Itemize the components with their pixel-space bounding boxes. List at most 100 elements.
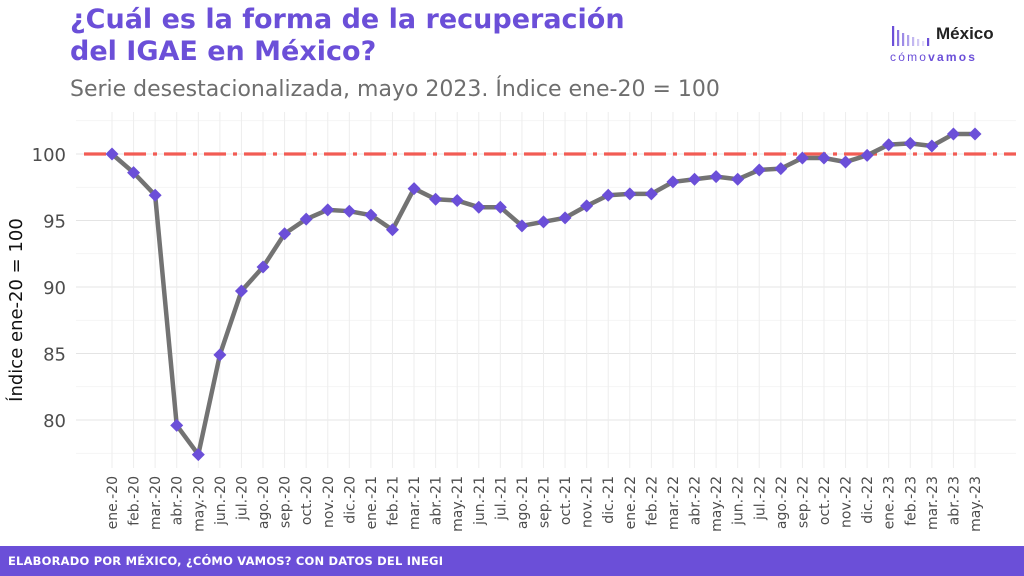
x-tick-label: mar.-21: [407, 476, 423, 530]
data-point-feb.-20: [127, 166, 141, 180]
x-tick-label: jun.-21: [472, 476, 488, 526]
grid-lines: [76, 112, 1016, 468]
data-point-jun.-21: [472, 200, 486, 214]
data-point-may.-22: [709, 170, 723, 184]
x-tick-label: jul.-22: [752, 476, 768, 521]
x-tick-label: dic.-22: [860, 476, 876, 524]
x-tick-label: jun.-22: [731, 476, 747, 526]
x-tick-label: oct.-21: [558, 476, 574, 525]
data-point-ene.-21: [364, 208, 378, 222]
data-point-ago.-20: [256, 260, 270, 274]
chart-title: ¿Cuál es la forma de la recuperación del…: [70, 4, 625, 68]
x-tick-label: abr.-21: [429, 476, 445, 525]
data-point-mar.-21: [407, 182, 421, 196]
logo-word-como-vamos: cómovamos: [890, 50, 977, 64]
x-tick-label: mar.-22: [666, 476, 682, 530]
data-point-mar.-22: [666, 175, 680, 189]
x-tick-label: sep.-22: [795, 476, 811, 528]
y-tick-label: 100: [32, 145, 66, 166]
data-point-feb.-22: [644, 187, 658, 201]
x-tick-label: ago.-22: [774, 476, 790, 529]
x-tick-label: feb.-21: [385, 476, 401, 526]
data-point-may.-21: [450, 194, 464, 208]
data-point-feb.-23: [903, 136, 917, 150]
data-point-jun.-20: [213, 348, 227, 362]
data-point-abr.-20: [170, 418, 184, 432]
data-point-abr.-23: [946, 127, 960, 141]
x-tick-label: feb.-22: [644, 476, 660, 526]
x-tick-label: nov.-21: [580, 476, 596, 528]
y-tick-label: 95: [43, 212, 66, 233]
x-tick-label: ene.-22: [623, 476, 639, 529]
data-point-ene.-22: [623, 187, 637, 201]
data-point-ene.-23: [882, 138, 896, 152]
logo-word-como: cómo: [890, 50, 929, 64]
x-tick-label: may.-21: [450, 476, 466, 532]
x-tick-label: dic.-21: [601, 476, 617, 524]
data-point-nov.-20: [321, 203, 335, 217]
logo-word-vamos: vamos: [928, 50, 978, 64]
x-tick-label: jul.-20: [234, 476, 250, 521]
data-point-dic.-20: [342, 204, 356, 218]
data-point-jul.-22: [752, 163, 766, 177]
data-point-nov.-22: [839, 155, 853, 169]
data-point-abr.-21: [429, 192, 443, 206]
data-point-may.-20: [191, 448, 205, 462]
x-tick-label: abr.-22: [688, 476, 704, 525]
data-point-feb.-21: [385, 223, 399, 237]
x-tick-label: ago.-21: [515, 476, 531, 529]
x-tick-label: abr.-23: [946, 476, 962, 525]
x-tick-label: nov.-20: [321, 476, 337, 528]
mexico-como-vamos-logo: México cómovamos: [888, 24, 1008, 84]
footer-bar: ELABORADO POR MÉXICO, ¿CÓMO VAMOS? CON D…: [0, 546, 1024, 576]
chart-subtitle: Serie desestacionalizada, mayo 2023. Índ…: [70, 77, 720, 102]
title-line-2: del IGAE en México?: [70, 36, 377, 67]
x-tick-label: ene.-21: [364, 476, 380, 529]
x-tick-label: ago.-20: [256, 476, 272, 529]
x-tick-label: ene.-23: [882, 476, 898, 529]
x-tick-label: jul.-21: [493, 476, 509, 521]
x-tick-label: mar.-20: [148, 476, 164, 530]
x-tick-label: sep.-20: [278, 476, 294, 528]
title-line-1: ¿Cuál es la forma de la recuperación: [70, 4, 625, 35]
data-point-may.-23: [968, 127, 982, 141]
x-tick-label: may.-22: [709, 476, 725, 532]
y-tick-label: 80: [43, 411, 66, 432]
x-tick-label: mar.-23: [925, 476, 941, 530]
data-point-mar.-23: [925, 139, 939, 153]
y-axis-tick-labels: 80 85 90 95 100: [32, 145, 66, 432]
data-point-jul.-20: [234, 284, 248, 298]
data-point-sep.-22: [795, 151, 809, 165]
x-axis-tick-labels: ene.-20 feb.-20 mar.-20 abr.-20 may.-20 jun.-…: [105, 476, 984, 532]
x-tick-label: dic.-20: [342, 476, 358, 524]
footer-credit: ELABORADO POR MÉXICO, ¿CÓMO VAMOS? CON D…: [8, 554, 444, 568]
data-point-oct.-21: [558, 211, 572, 225]
x-tick-label: feb.-23: [903, 476, 919, 526]
data-point-oct.-22: [817, 151, 831, 165]
data-point-ago.-21: [515, 219, 529, 233]
data-point-dic.-22: [860, 148, 874, 162]
x-tick-label: oct.-20: [299, 476, 315, 525]
data-point-jun.-22: [731, 172, 745, 186]
data-point-nov.-21: [580, 199, 594, 213]
y-axis-label: Índice ene-20 = 100: [5, 218, 27, 402]
x-tick-label: sep.-21: [537, 476, 553, 528]
data-point-ene.-20: [105, 147, 119, 161]
data-point-jul.-21: [493, 200, 507, 214]
x-tick-label: may.-23: [968, 476, 984, 532]
x-tick-label: may.-20: [191, 476, 207, 532]
data-point-dic.-21: [601, 188, 615, 202]
data-point-mar.-20: [148, 188, 162, 202]
data-point-abr.-22: [688, 172, 702, 186]
x-tick-label: jun.-20: [213, 476, 229, 526]
y-tick-label: 85: [43, 345, 66, 366]
igae-line-chart: 80 85 90 95 100 ene.-20 feb.-20 mar.-20 abr.-20…: [5, 112, 1016, 532]
x-tick-label: oct.-22: [817, 476, 833, 525]
y-tick-label: 90: [43, 278, 66, 299]
data-point-sep.-21: [537, 215, 550, 229]
data-point-ago.-22: [774, 162, 788, 176]
data-point-markers: [105, 127, 982, 462]
data-point-sep.-20: [278, 227, 292, 241]
x-tick-label: nov.-22: [839, 476, 855, 528]
x-tick-label: abr.-20: [170, 476, 186, 525]
